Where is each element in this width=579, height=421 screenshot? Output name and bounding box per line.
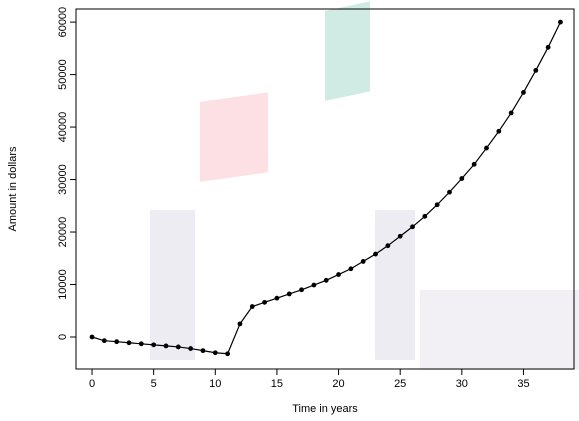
background-art [150, 1, 579, 370]
data-point [459, 176, 464, 181]
data-point [139, 341, 144, 346]
data-point [521, 90, 526, 95]
y-tick-label: 30000 [57, 164, 69, 195]
y-tick-label: 0 [57, 334, 69, 340]
data-point [373, 252, 378, 257]
y-tick-label: 20000 [57, 217, 69, 248]
data-point [348, 266, 353, 271]
y-axis-label: Amount in dollars [7, 146, 19, 231]
x-tick-label: 0 [89, 378, 95, 390]
data-point [324, 278, 329, 283]
data-point [509, 111, 514, 116]
chart: Time in years Amount in dollars 0 5 10 15 20… [0, 0, 579, 421]
data-point [201, 348, 206, 353]
x-tick-label: 25 [394, 378, 406, 390]
y-tick-label: 50000 [57, 59, 69, 90]
data-point [151, 342, 156, 347]
data-point [287, 292, 292, 297]
x-tick-label: 10 [209, 378, 221, 390]
data-point [127, 340, 132, 345]
data-point [472, 162, 477, 167]
x-axis-label: Time in years [292, 403, 358, 415]
data-point [496, 129, 501, 134]
data-point [398, 234, 403, 239]
data-point [447, 190, 452, 195]
y-tick-label: 10000 [57, 269, 69, 300]
data-point [225, 351, 230, 356]
y-tick-label: 60000 [57, 7, 69, 38]
data-point [114, 339, 119, 344]
data-point [250, 304, 255, 309]
x-tick-label: 15 [271, 378, 283, 390]
data-point [188, 346, 193, 351]
data-point [312, 283, 317, 288]
data-point [410, 224, 415, 229]
data-point [275, 296, 280, 301]
data-point [385, 243, 390, 248]
data-point [558, 20, 563, 25]
data-point [213, 350, 218, 355]
data-point [484, 146, 489, 151]
data-point [533, 68, 538, 73]
data-point [164, 344, 169, 349]
x-tick-label: 30 [456, 378, 468, 390]
data-point [102, 338, 107, 343]
x-tick-label: 20 [332, 378, 344, 390]
data-point [546, 45, 551, 50]
x-tick-label: 35 [517, 378, 529, 390]
data-point [422, 214, 427, 219]
data-point [176, 345, 181, 350]
data-point [90, 335, 95, 340]
data-point [238, 321, 243, 326]
data-point [435, 202, 440, 207]
data-point [336, 272, 341, 277]
data-point [262, 300, 267, 305]
data-point [361, 259, 366, 264]
x-tick-label: 5 [151, 378, 157, 390]
data-point [299, 287, 304, 292]
y-tick-label: 40000 [57, 112, 69, 143]
